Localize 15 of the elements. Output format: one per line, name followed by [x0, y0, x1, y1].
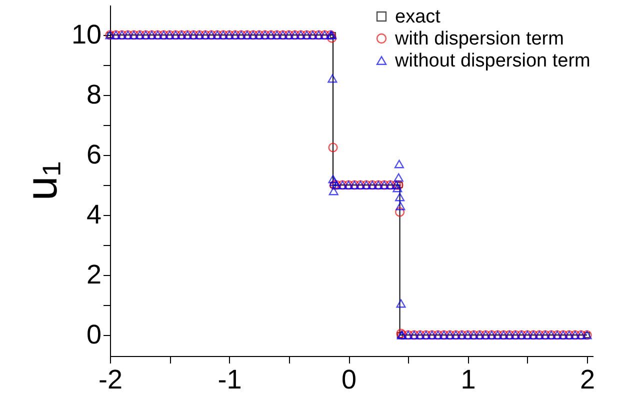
y-tick-label: 8: [86, 80, 102, 110]
x-tick-label: -1: [218, 364, 242, 394]
x-tick-label: 1: [460, 364, 476, 394]
legend-label: exact: [395, 6, 442, 28]
x-tick-label: 0: [342, 364, 357, 394]
y-axis-title: u₁: [17, 161, 66, 201]
y-tick-label: 4: [86, 200, 102, 230]
y-tick-label: 2: [86, 260, 102, 290]
x-tick-label: -2: [98, 364, 123, 394]
y-tick-label: 0: [86, 320, 102, 350]
x-tick-label: 2: [580, 364, 596, 394]
y-tick-label: 6: [86, 140, 102, 170]
legend-label: with dispersion term: [394, 28, 564, 50]
legend-label: without dispersion term: [394, 50, 590, 72]
y-tick-label: 10: [71, 20, 102, 50]
